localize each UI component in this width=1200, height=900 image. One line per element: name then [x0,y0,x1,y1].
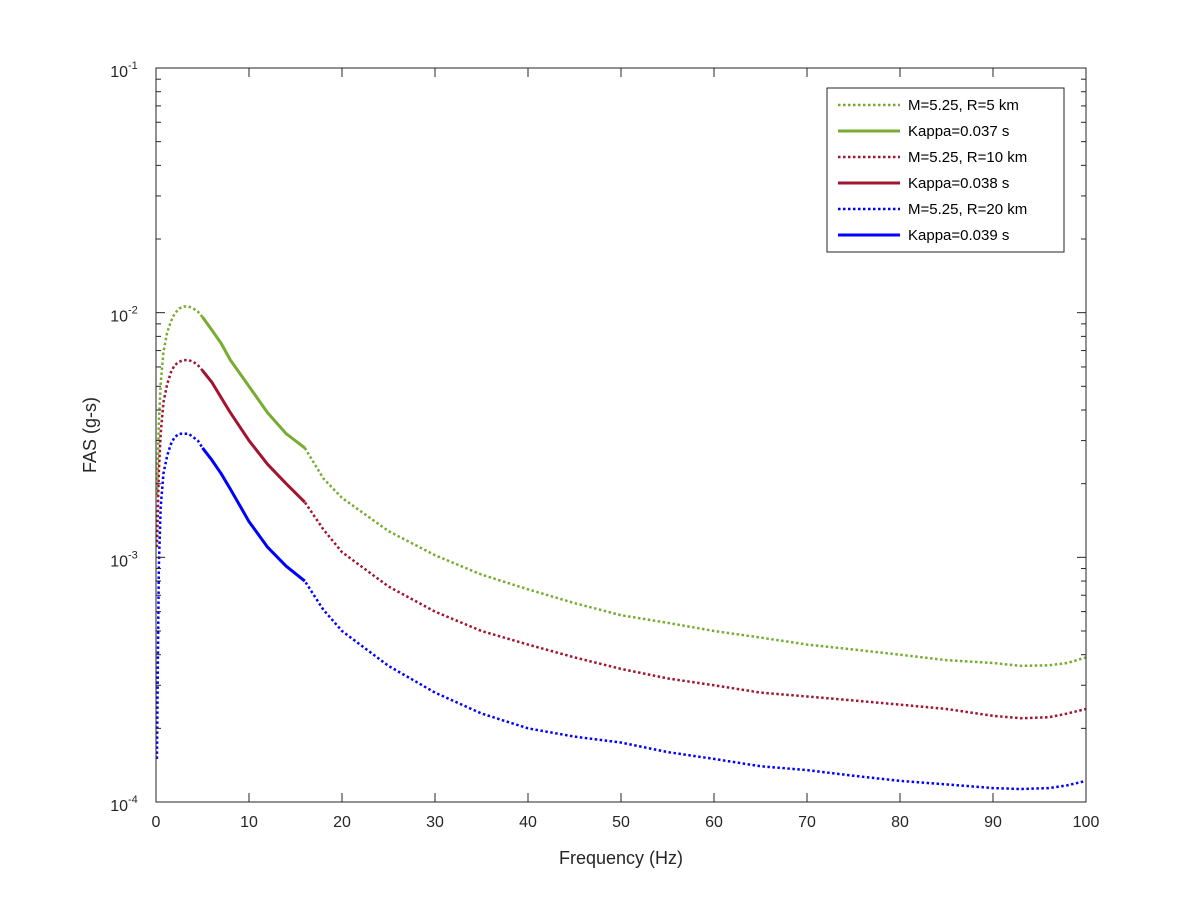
x-tick-label: 0 [152,814,161,831]
x-tick-label: 60 [705,814,723,831]
series-line-5 [155,432,1087,791]
legend-label-3: M=5.25, R=10 km [908,149,1027,166]
x-tick-label: 10 [240,814,258,831]
series-line-3 [155,358,1087,720]
x-tick-label: 70 [798,814,816,831]
y-axis-label: FAS (g-s) [80,397,100,473]
x-tick-label: 100 [1073,814,1100,831]
legend-label-2: Kappa=0.037 s [908,123,1009,140]
series-line-6 [201,447,306,583]
legend-label-6: Kappa=0.039 s [908,227,1009,244]
legend: M=5.25, R=5 km Kappa=0.037 s M=5.25, R=10 … [826,87,1065,253]
x-tick-label: 30 [426,814,444,831]
series-line-2 [201,316,306,450]
series-line-1 [155,305,1087,668]
x-tick-label: 40 [519,814,537,831]
series-line-4 [201,369,306,504]
y-tick-label: 10-1 [110,60,138,81]
axes-box [155,67,1087,803]
x-tick-label: 90 [984,814,1002,831]
x-axis-label: Frequency (Hz) [559,848,683,868]
y-tick-label: 10-3 [110,549,138,570]
y-tick-label: 10-4 [110,794,138,815]
legend-items: M=5.25, R=5 km Kappa=0.037 s M=5.25, R=10 … [838,97,1027,244]
legend-box [826,87,1065,253]
legend-label-4: Kappa=0.038 s [908,175,1009,192]
y-tick-label: 10-2 [110,305,138,326]
legend-label-5: M=5.25, R=20 km [908,201,1027,218]
x-tick-label: 80 [891,814,909,831]
x-tick-label: 20 [333,814,351,831]
x-tick-label: 50 [612,814,630,831]
x-tick-labels: 0 10 20 30 40 50 60 70 80 90 100 [152,814,1100,831]
legend-label-1: M=5.25, R=5 km [908,97,1019,114]
y-tick-labels: 10-4 10-3 10-2 10-1 [110,60,138,815]
series-layer [155,305,1087,791]
